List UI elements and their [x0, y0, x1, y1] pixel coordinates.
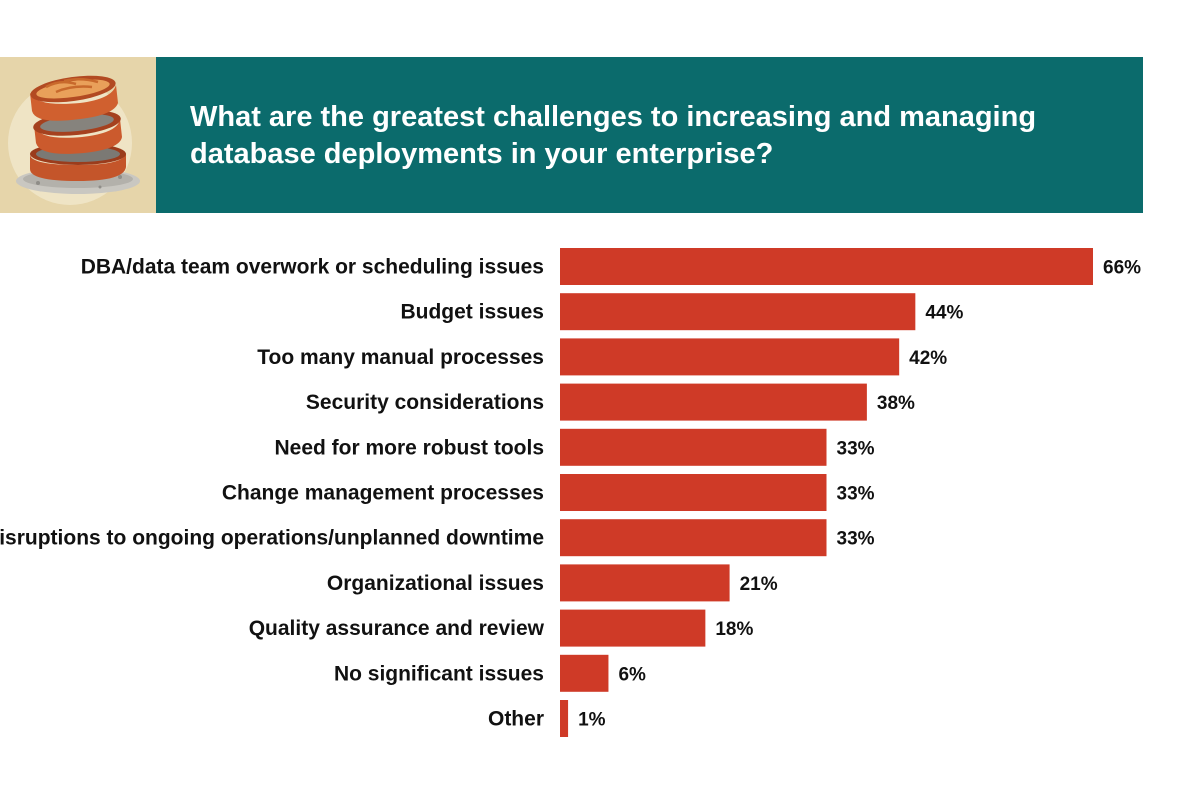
value-label: 6% — [618, 664, 646, 685]
database-stack-icon — [8, 75, 140, 205]
chart-header: What are the greatest challenges to incr… — [0, 57, 1143, 213]
bar — [560, 700, 569, 737]
bar — [560, 564, 730, 602]
value-label: 33% — [837, 529, 875, 550]
bar — [560, 474, 827, 511]
bar — [560, 654, 609, 692]
category-label: DBA/data team overwork or scheduling iss… — [81, 256, 544, 279]
category-label: Budget issues — [400, 301, 544, 324]
category-label: Change management processes — [222, 482, 544, 505]
value-label: 44% — [925, 303, 963, 324]
bars-layer: DBA/data team overwork or scheduling iss… — [0, 248, 1141, 737]
category-label: Quality assurance and review — [249, 617, 545, 640]
category-label: Other — [488, 708, 544, 731]
bar — [560, 519, 827, 557]
category-label: Disruptions to ongoing operations/unplan… — [0, 527, 544, 550]
bar — [560, 609, 706, 647]
category-label: No significant issues — [334, 662, 544, 685]
value-label: 66% — [1103, 258, 1141, 279]
category-label: Need for more robust tools — [274, 436, 544, 459]
value-label: 18% — [715, 619, 753, 640]
value-label: 38% — [877, 393, 915, 414]
bar — [560, 293, 916, 331]
bar — [560, 428, 827, 466]
value-label: 33% — [837, 438, 875, 459]
bar — [560, 338, 900, 376]
title-panel: What are the greatest challenges to incr… — [156, 57, 1143, 213]
value-label: 1% — [578, 710, 606, 731]
bar — [560, 248, 1093, 285]
value-label: 21% — [740, 574, 778, 595]
bar — [560, 383, 867, 421]
value-label: 33% — [837, 484, 875, 505]
icon-panel — [0, 57, 156, 213]
chart-title: What are the greatest challenges to incr… — [190, 101, 1037, 170]
category-label: Too many manual processes — [257, 346, 544, 369]
category-label: Security considerations — [306, 391, 544, 414]
value-label: 42% — [909, 348, 947, 369]
category-label: Organizational issues — [327, 572, 544, 595]
